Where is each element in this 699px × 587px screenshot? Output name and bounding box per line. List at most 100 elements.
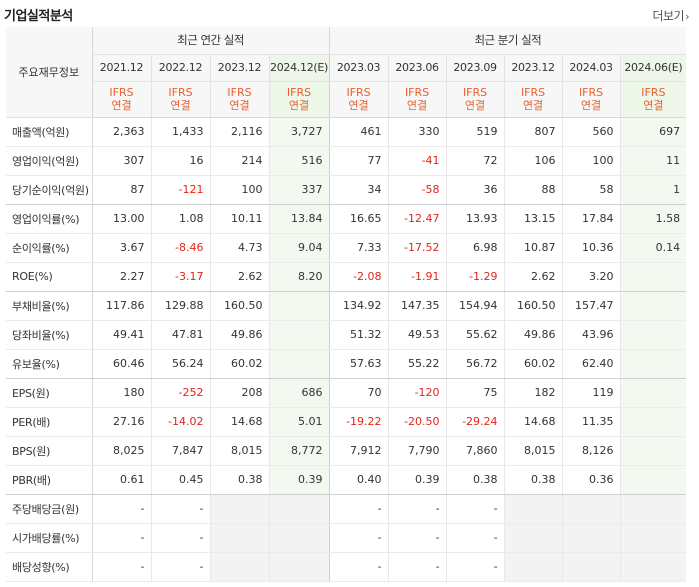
table-cell: 134.92	[328, 291, 389, 321]
period-header: 2021.12	[91, 54, 151, 82]
table-cell: 129.88	[150, 291, 210, 321]
table-cell	[561, 494, 621, 524]
accounting-basis: IFRS 연결	[150, 81, 210, 118]
table-cell: 11.35	[561, 407, 621, 437]
table-cell: 519	[445, 117, 505, 147]
table-cell: 147.35	[387, 291, 447, 321]
table-cell: 4.73	[209, 233, 269, 263]
chevron-right-icon: ›	[685, 10, 689, 23]
table-cell: 686	[268, 378, 330, 408]
table-cell: 88	[503, 175, 563, 205]
table-cell: 1	[619, 175, 687, 205]
table-cell: 13.93	[445, 204, 505, 234]
table-cell: 0.45	[150, 465, 210, 495]
table-row: 순이익률(%) 3.67 -8.46 4.73 9.04 7.33 -17.52 6.98 10…	[6, 233, 687, 263]
annual-group-header: 최근 연간 실적	[92, 27, 330, 55]
table-cell: 160.50	[209, 291, 269, 321]
table-cell	[619, 494, 687, 524]
period-header: 2024.03	[561, 54, 621, 82]
table-cell: 2.62	[503, 262, 563, 292]
table-cell	[268, 320, 330, 350]
table-cell: -	[445, 552, 505, 582]
table-row: 부채비율(%) 117.86 129.88 160.50 134.92 147.35 154…	[6, 291, 687, 321]
table-cell: -3.17	[150, 262, 210, 292]
table-cell: -1.91	[387, 262, 447, 292]
table-cell	[619, 378, 687, 408]
table-cell: 56.24	[150, 349, 210, 379]
table-cell	[503, 494, 563, 524]
table-cell: 7,912	[328, 436, 389, 466]
table-cell: -	[150, 552, 210, 582]
table-cell	[619, 291, 687, 321]
table-cell: 49.86	[209, 320, 269, 350]
table-cell: -121	[150, 175, 210, 205]
table-cell: 2,116	[209, 117, 269, 147]
table-cell: 117.86	[91, 291, 151, 321]
row-label: 매출액(억원)	[6, 117, 93, 147]
table-cell: 0.39	[387, 465, 447, 495]
table-cell: -	[445, 523, 505, 553]
table-cell: 8,772	[268, 436, 330, 466]
table-cell	[209, 552, 269, 582]
table-cell: 77	[328, 146, 389, 176]
consolidation-label: 연결	[580, 99, 602, 112]
more-link[interactable]: 더보기›	[652, 7, 689, 24]
table-cell	[209, 523, 269, 553]
table-row: ROE(%) 2.27 -3.17 2.62 8.20 -2.08 -1.91 -1.29 2.…	[6, 262, 687, 292]
more-label: 더보기	[652, 9, 685, 23]
table-cell: -41	[387, 146, 447, 176]
period-header: 2023.12	[503, 54, 563, 82]
row-label: 영업이익률(%)	[6, 204, 93, 234]
table-cell: 0.36	[561, 465, 621, 495]
table-cell: 0.40	[328, 465, 389, 495]
table-cell: 70	[328, 378, 389, 408]
table-cell	[619, 436, 687, 466]
table-cell: 3.67	[91, 233, 151, 263]
table-cell	[268, 552, 330, 582]
table-cell: 5.01	[268, 407, 330, 437]
table-cell: 106	[503, 146, 563, 176]
row-label: BPS(원)	[6, 436, 93, 466]
table-cell	[619, 262, 687, 292]
row-label: 주당배당금(원)	[6, 494, 93, 524]
table-cell: 0.38	[503, 465, 563, 495]
table-cell	[619, 465, 687, 495]
table-cell: 7,847	[150, 436, 210, 466]
table-cell: 307	[91, 146, 151, 176]
table-cell: -14.02	[150, 407, 210, 437]
table-cell: 51.32	[328, 320, 389, 350]
accounting-basis: IFRS 연결	[445, 81, 505, 118]
accounting-basis: IFRS 연결	[91, 81, 151, 118]
consolidation-label: 연결	[643, 99, 664, 112]
table-cell: -	[91, 552, 151, 582]
table-cell: 100	[209, 175, 269, 205]
table-cell: 14.68	[503, 407, 563, 437]
table-cell: 516	[268, 146, 330, 176]
accounting-basis: IFRS 연결	[619, 81, 687, 118]
table-row: 배당성향(%) - - - - -	[6, 552, 687, 582]
table-cell: 8,015	[503, 436, 563, 466]
row-label: 부채비율(%)	[6, 291, 93, 321]
table-cell: -	[445, 494, 505, 524]
ifrs-label: IFRS	[404, 86, 430, 99]
table-cell: 7,790	[387, 436, 447, 466]
table-cell	[619, 407, 687, 437]
table-cell: 160.50	[503, 291, 563, 321]
consolidation-label: 연결	[288, 99, 310, 112]
table-row: 영업이익률(%) 13.00 1.08 10.11 13.84 16.65 -12.47 13…	[6, 204, 687, 234]
table-cell: 34	[328, 175, 389, 205]
table-cell: 72	[445, 146, 505, 176]
ifrs-label: IFRS	[520, 86, 546, 99]
table-row: 유보율(%) 60.46 56.24 60.02 57.63 55.22 56.72 60.0…	[6, 349, 687, 379]
table-cell: 3,727	[268, 117, 330, 147]
accounting-basis: IFRS 연결	[209, 81, 269, 118]
table-cell: 60.46	[91, 349, 151, 379]
table-cell: 43.96	[561, 320, 621, 350]
table-cell: 182	[503, 378, 563, 408]
corner-header: 주요재무정보	[6, 27, 93, 118]
period-header: 2023.06	[387, 54, 447, 82]
table-cell: 0.38	[445, 465, 505, 495]
row-label: EPS(원)	[6, 378, 93, 408]
table-cell: -12.47	[387, 204, 447, 234]
table-cell: -120	[387, 378, 447, 408]
